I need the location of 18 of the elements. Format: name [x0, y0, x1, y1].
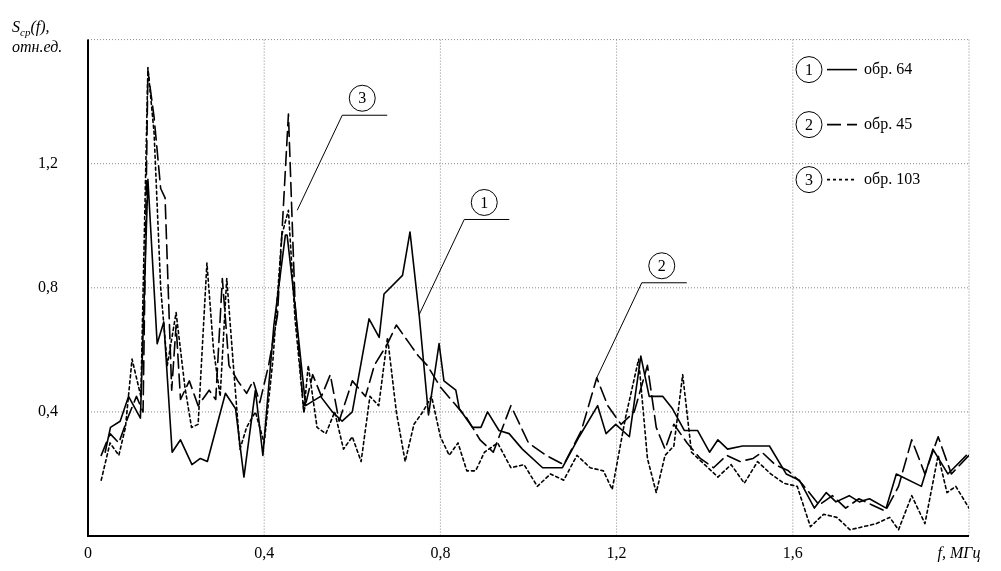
x-tick-label: 0 [84, 544, 92, 562]
x-tick-label: 1,2 [606, 544, 627, 562]
annotation: 1 [480, 193, 489, 211]
x-tick-label: 1,6 [782, 544, 803, 562]
text: 1 [805, 60, 813, 78]
legend-label: обр. 103 [864, 169, 921, 188]
legend-label: обр. 45 [864, 114, 913, 133]
text: 3 [805, 170, 813, 188]
y-tick-label: 0,4 [38, 402, 58, 420]
annotation: 2 [657, 256, 666, 274]
x-tick-label: 0,4 [254, 544, 275, 562]
x-axis-title: f, МГц [937, 544, 981, 563]
x-tick-label: 0,8 [430, 544, 451, 562]
legend-label: обр. 64 [864, 59, 913, 78]
text: 2 [805, 115, 813, 133]
y-tick-label: 1,2 [38, 153, 58, 171]
y-tick-label: 0,8 [38, 278, 58, 295]
annotation: 3 [358, 89, 367, 107]
